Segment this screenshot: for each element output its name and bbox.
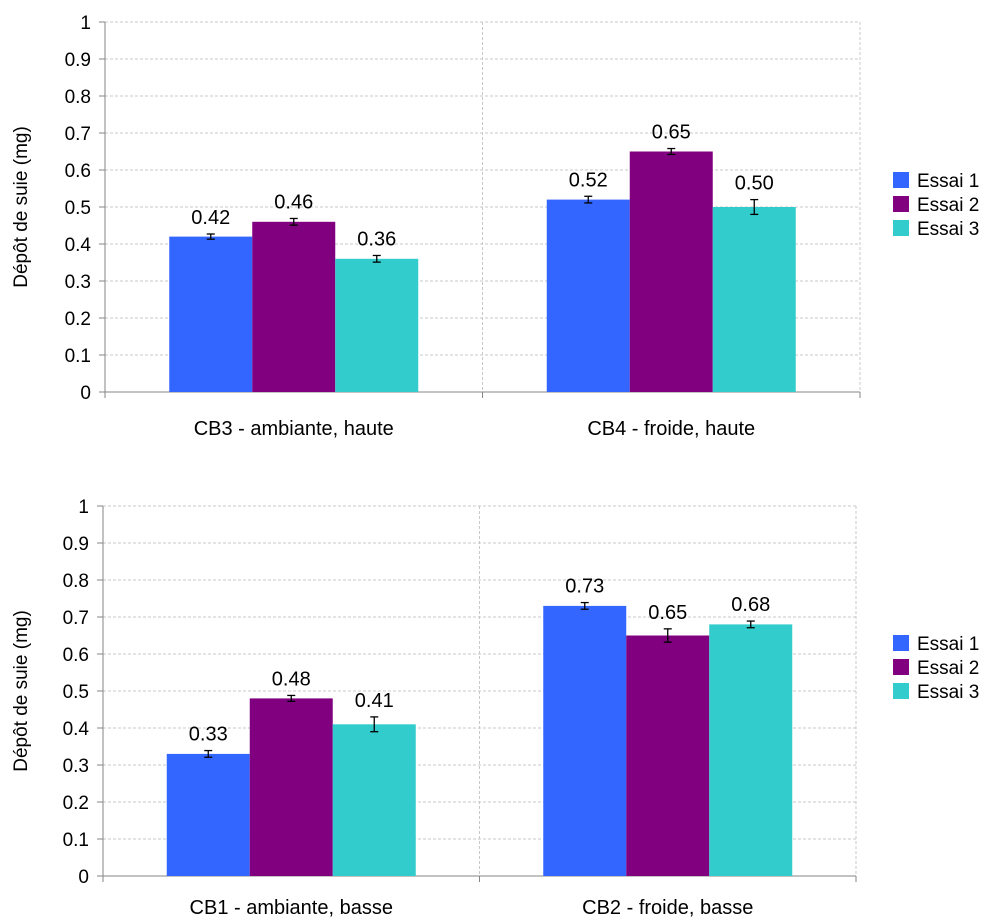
- y-tick-label: 0.2: [63, 793, 89, 814]
- y-axis-title: Dépôt de suie (mg): [11, 126, 32, 288]
- bar-essai-1: [543, 605, 627, 876]
- data-label: 0.52: [569, 169, 608, 191]
- data-label: 0.46: [274, 191, 313, 213]
- y-tick-label: 0.4: [63, 719, 90, 740]
- legend-swatch: [893, 659, 909, 675]
- bar-essai-1: [166, 753, 250, 876]
- y-tick-label: 1: [80, 13, 91, 34]
- data-label: 0.41: [355, 690, 394, 712]
- y-tick-label: 0.1: [65, 346, 91, 367]
- y-tick-label: 0: [80, 383, 91, 404]
- chart-panel-top: 0 0.1 0.2 0.3 0.4 0.5 0.6 0.7 0.8 0.9 1 Dépôt de su…: [11, 13, 979, 440]
- y-tick-label: 0.1: [63, 830, 89, 851]
- y-tick-label: 0.5: [65, 198, 91, 219]
- bar-essai-1: [546, 199, 630, 392]
- bar-essai-3: [332, 724, 416, 876]
- y-tick-label: 0.3: [65, 272, 91, 293]
- legend-swatch: [893, 196, 909, 212]
- legend-swatch: [893, 635, 909, 651]
- data-label: 0.48: [272, 668, 311, 690]
- legend-swatch: [893, 683, 909, 699]
- category-label: CB2 - froide, basse: [582, 897, 753, 919]
- legend-entry: Essai 1: [917, 171, 979, 192]
- data-label: 0.36: [357, 228, 396, 250]
- bar-essai-2: [252, 221, 336, 392]
- category-label: CB4 - froide, haute: [587, 418, 755, 440]
- y-tick-label: 0.8: [65, 87, 91, 108]
- bar-essai-3: [335, 258, 419, 392]
- y-tick-label: 0.9: [65, 50, 91, 71]
- data-label: 0.65: [648, 602, 687, 624]
- bar-essai-2: [626, 635, 710, 876]
- data-label: 0.33: [189, 724, 228, 746]
- y-tick-label: 0.9: [63, 534, 89, 555]
- y-tick-label: 0.2: [65, 309, 91, 330]
- data-label: 0.50: [735, 173, 774, 195]
- data-label: 0.68: [731, 594, 770, 616]
- y-tick-label: 0.8: [63, 571, 89, 592]
- y-tick-label: 0.3: [63, 756, 89, 777]
- data-label: 0.42: [191, 207, 230, 229]
- data-label: 0.73: [565, 576, 604, 598]
- legend-entry: Essai 3: [917, 682, 979, 703]
- legend-entry: Essai 3: [917, 219, 979, 240]
- y-tick-label: 0.6: [65, 161, 91, 182]
- y-tick-label: 0.5: [63, 682, 89, 703]
- bar-essai-3: [712, 207, 796, 392]
- category-label: CB1 - ambiante, basse: [190, 897, 393, 919]
- y-tick-label: 0.6: [63, 645, 89, 666]
- legend-entry: Essai 2: [917, 658, 979, 679]
- bar-essai-2: [629, 151, 713, 392]
- data-label: 0.65: [652, 122, 691, 144]
- chart-panel-bottom: 0 0.1 0.2 0.3 0.4 0.5 0.6 0.7 0.8 0.9 1 Dépôt de su…: [11, 497, 979, 919]
- bar-essai-2: [249, 698, 333, 876]
- legend-entry: Essai 2: [917, 195, 979, 216]
- legend-swatch: [893, 220, 909, 236]
- legend-swatch: [893, 172, 909, 188]
- y-tick-label: 0.7: [65, 124, 91, 145]
- y-axis-title: Dépôt de suie (mg): [11, 610, 32, 772]
- bar-essai-1: [169, 236, 253, 392]
- y-tick-label: 0.7: [63, 608, 89, 629]
- y-tick-label: 0: [78, 867, 89, 888]
- category-label: CB3 - ambiante, haute: [194, 418, 394, 440]
- bar-essai-3: [709, 624, 793, 876]
- y-tick-label: 0.4: [65, 235, 92, 256]
- y-tick-label: 1: [78, 497, 89, 518]
- legend-entry: Essai 1: [917, 634, 979, 655]
